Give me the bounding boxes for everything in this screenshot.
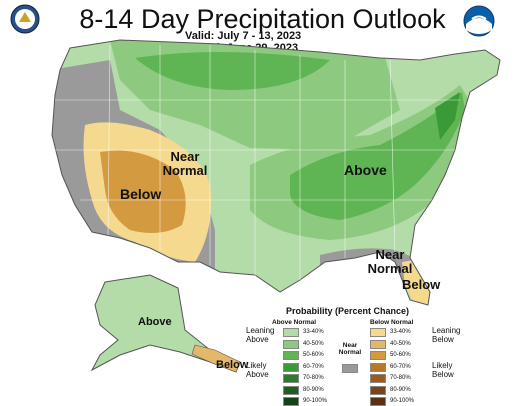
- legend-above-range-label: 40-50%: [303, 340, 324, 347]
- legend-near-header: Near Normal: [338, 342, 362, 356]
- legend-below-range-label: 40-50%: [390, 340, 411, 347]
- legend-above-range-label: 50-60%: [303, 352, 324, 358]
- legend-below-range-label: 80-90%: [390, 386, 411, 393]
- legend-above-range-label: 90-100%: [303, 398, 328, 404]
- legend-above-swatch: [283, 339, 299, 349]
- legend-below-swatch: [370, 351, 386, 360]
- noaa-logo: [463, 5, 495, 37]
- legend-below-range-label: 50-60%: [390, 352, 411, 358]
- legend-likely-below: Likely Below: [432, 361, 454, 379]
- state-borders: [55, 44, 460, 280]
- legend-leaning-above: Leaning Above: [246, 326, 275, 344]
- alaska-panhandle-below: [191, 344, 241, 373]
- valid-dates: Valid: July 7 - 13, 2023: [185, 30, 302, 42]
- legend-below-range-label: 60-70%: [390, 363, 411, 370]
- legend-likely-above: Likely Above: [246, 361, 269, 379]
- legend-below-header: Below Normal: [370, 319, 414, 326]
- doc-seal-logo: [10, 4, 40, 34]
- legend-above-swatch: [283, 362, 299, 372]
- legend-above-range-label: 33-40%: [303, 329, 324, 335]
- legend-below-swatch: [370, 362, 386, 372]
- legend-below-range-label: 90-100%: [390, 398, 415, 404]
- legend-above-swatch: [283, 328, 299, 337]
- legend-above-swatch: [283, 351, 299, 360]
- legend-below-swatch: [370, 339, 386, 349]
- legend-above-range-label: 70-80%: [303, 375, 324, 381]
- legend-above-header: Above Normal: [272, 319, 317, 326]
- legend-above-range-label: 60-70%: [303, 363, 324, 370]
- legend-below-swatch: [370, 328, 386, 337]
- legend-above-swatch: [283, 374, 299, 383]
- legend-above-swatch: [283, 385, 299, 395]
- label-below-alaska: Below: [216, 359, 249, 371]
- legend-below-swatch: [370, 385, 386, 395]
- legend-leaning-below: Leaning Below: [432, 326, 461, 344]
- label-above-alaska: Above: [138, 316, 172, 328]
- label-near-normal-se: Near Normal: [367, 247, 413, 276]
- legend-near-swatch: [342, 364, 358, 373]
- label-below-florida: Below: [402, 277, 441, 292]
- conus-outline: [51, 39, 501, 306]
- legend-below-swatch: [370, 374, 386, 383]
- label-near-normal-west: Near Normal: [162, 149, 208, 178]
- legend-below-range-label: 33-40%: [390, 329, 411, 335]
- legend-below-range-label: 70-80%: [390, 375, 411, 381]
- legend-title: Probability (Percent Chance): [286, 306, 410, 316]
- label-above-east: Above: [344, 162, 387, 178]
- label-below-west: Below: [120, 186, 162, 202]
- map-title: 8-14 Day Precipitation Outlook: [79, 4, 446, 34]
- legend-above-range-label: 80-90%: [303, 386, 324, 393]
